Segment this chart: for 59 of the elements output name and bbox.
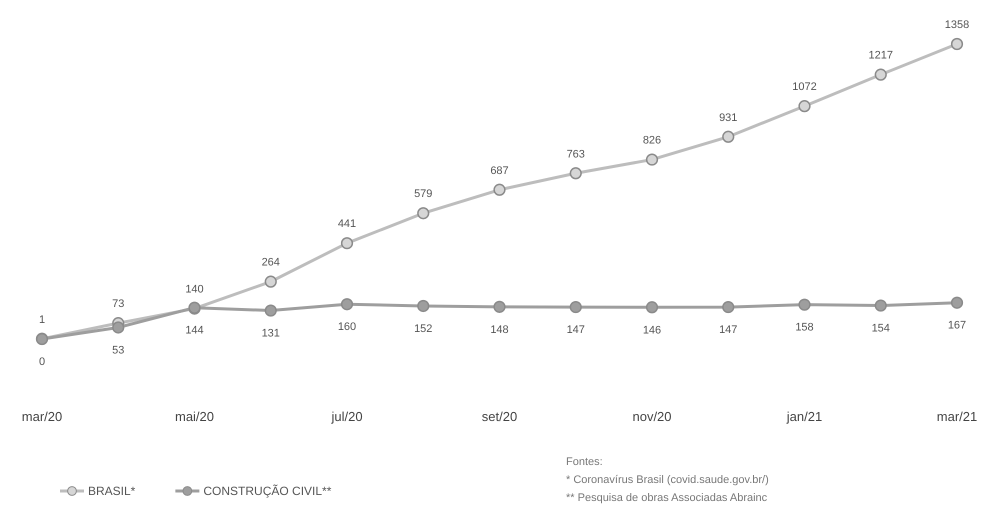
x-tick-label: set/20 <box>482 409 518 424</box>
point <box>646 153 658 166</box>
data-label: 1358 <box>944 19 970 31</box>
data-label: 152 <box>414 322 432 335</box>
x-tick-label: mai/20 <box>174 409 214 424</box>
data-label: 763 <box>566 148 585 160</box>
point <box>798 298 811 311</box>
data-label: 167 <box>948 320 966 332</box>
x-tick-label: nov/20 <box>632 409 672 424</box>
data-label: 146 <box>642 324 662 336</box>
point <box>570 167 582 180</box>
data-label: 687 <box>490 164 509 177</box>
point <box>493 184 506 196</box>
data-label: 579 <box>414 188 432 200</box>
legend-label: BRASIL* <box>88 484 136 498</box>
data-label: 131 <box>262 328 280 340</box>
data-label: 154 <box>872 322 890 335</box>
data-label: 140 <box>185 284 204 296</box>
point <box>493 300 506 313</box>
data-label: 0 <box>38 356 46 368</box>
data-label: 53 <box>112 344 124 356</box>
data-label: 931 <box>719 112 738 124</box>
point <box>646 301 658 314</box>
point <box>874 68 887 81</box>
point <box>722 130 734 143</box>
data-label: 826 <box>642 134 662 147</box>
point <box>722 300 734 314</box>
x-tick-label: mar/21 <box>936 409 978 424</box>
data-label: 158 <box>795 322 814 334</box>
text: Fontes: <box>566 456 603 468</box>
point <box>264 276 277 288</box>
data-label: 147 <box>719 324 738 336</box>
point <box>950 296 964 309</box>
point <box>950 38 964 50</box>
data-label: 160 <box>338 321 356 334</box>
text: * Coronavírus Brasil (covid.saude.gov.br/) <box>566 474 769 486</box>
x-tick-label: jul/20 <box>330 409 363 424</box>
data-label: 148 <box>490 324 509 336</box>
x-tick-label: jan/21 <box>786 409 822 424</box>
x-tick-label: mar/20 <box>22 409 62 424</box>
point <box>798 100 811 112</box>
point <box>112 321 124 334</box>
data-label: 441 <box>338 218 356 230</box>
text: ** Pesquisa de obras Associadas Abrainc <box>566 492 768 504</box>
point <box>570 300 582 314</box>
data-label: 73 <box>112 298 124 310</box>
point <box>264 304 277 317</box>
point <box>874 299 887 312</box>
data-label: 147 <box>566 324 585 336</box>
data-label: 1 <box>38 314 46 326</box>
data-label: 1072 <box>792 81 817 94</box>
data-label: 1217 <box>868 50 893 62</box>
point <box>417 300 430 312</box>
point <box>340 298 354 310</box>
point <box>340 237 354 250</box>
data-label: 144 <box>185 324 204 337</box>
legend-label: CONSTRUÇÃO CIVIL** <box>203 484 332 498</box>
point <box>417 207 430 220</box>
data-label: 264 <box>262 256 280 269</box>
